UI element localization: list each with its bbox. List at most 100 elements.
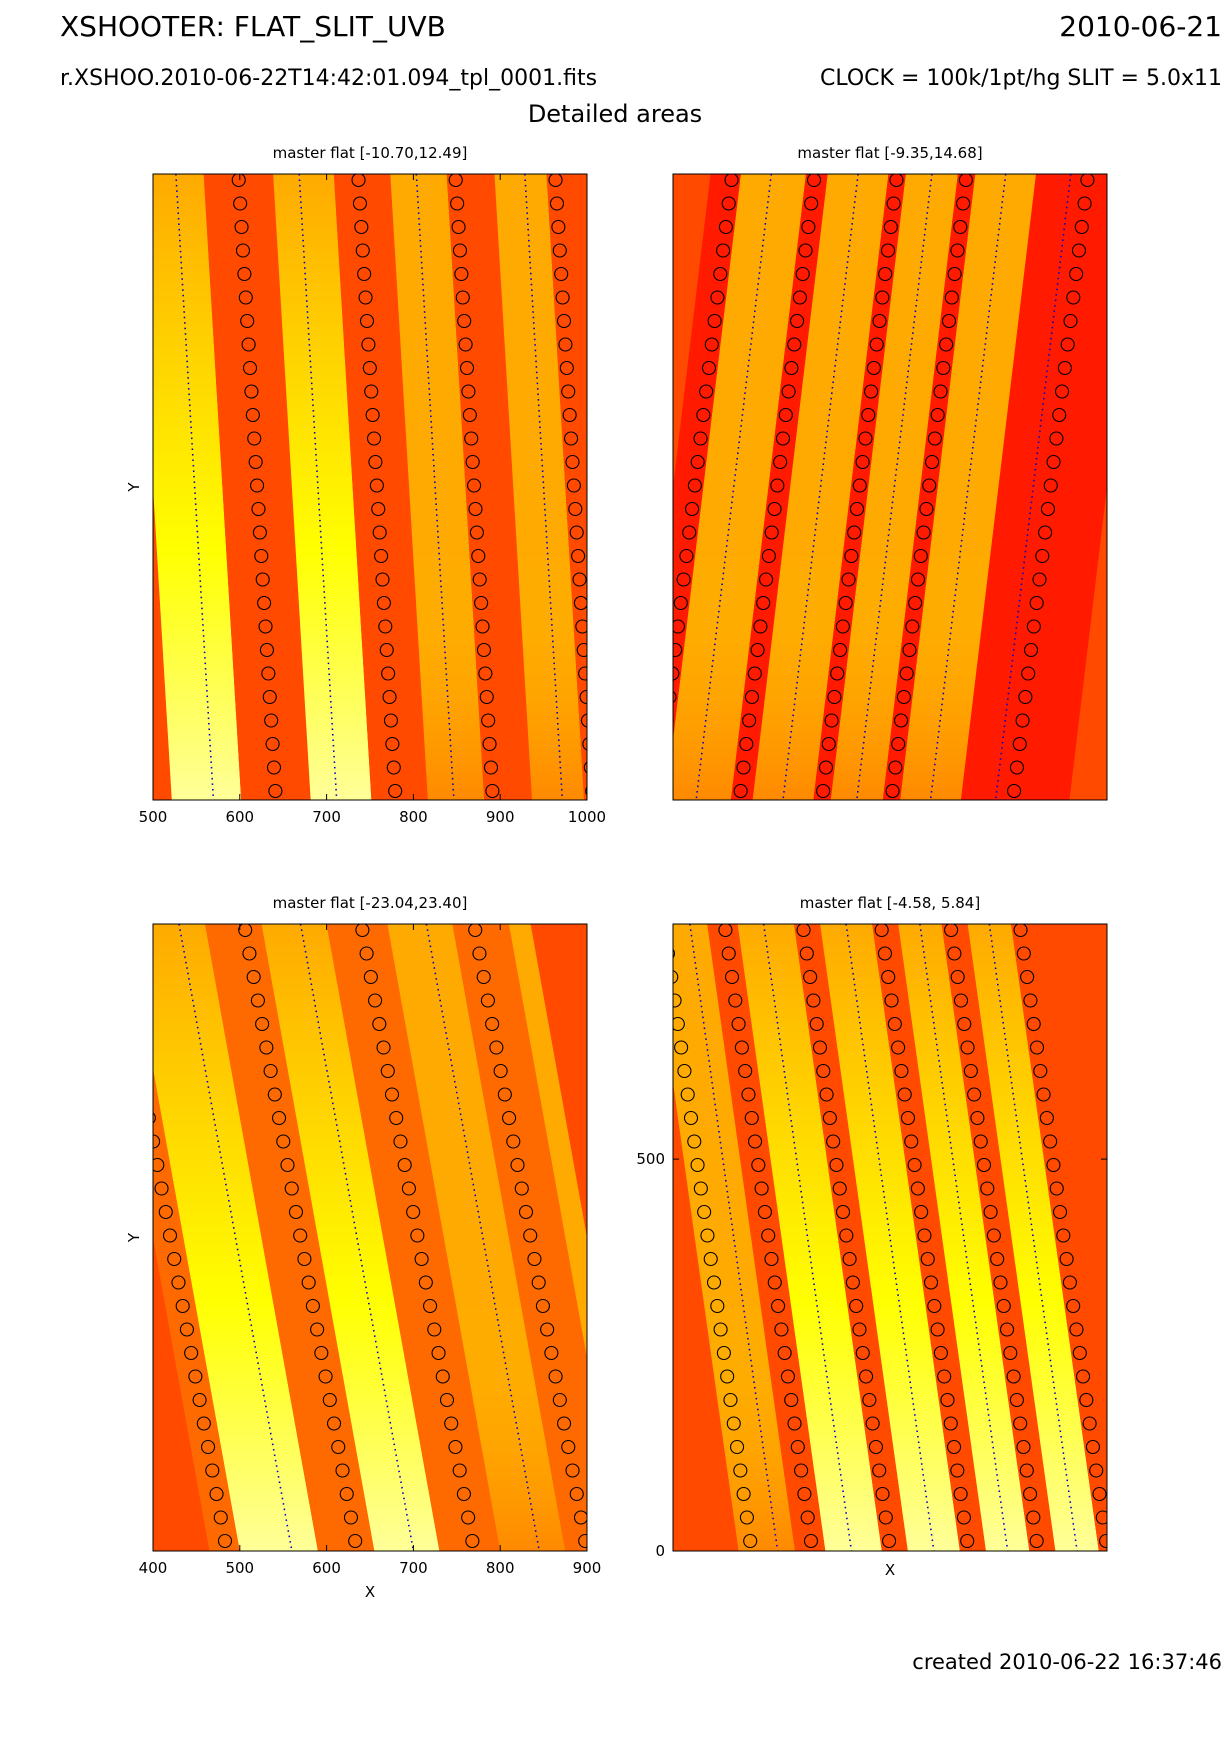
edge-marker-circle [481, 713, 496, 728]
edge-marker-circle [414, 1251, 429, 1267]
edge-marker-circle [240, 313, 255, 329]
edge-marker-circle [233, 196, 248, 211]
heatmap-area [153, 174, 587, 800]
edge-marker-circle [957, 1016, 972, 1032]
edge-marker-circle [1060, 337, 1075, 352]
heatmap-stripe [546, 174, 587, 800]
edge-marker-circle [1006, 1369, 1021, 1384]
edge-marker-circle [462, 407, 477, 423]
edge-marker-circle [184, 1345, 199, 1361]
heatmap-stripe [508, 924, 587, 1359]
edge-marker-circle [718, 219, 733, 235]
heatmap-stripe [452, 924, 587, 1551]
edge-marker-circle [716, 1345, 731, 1361]
edge-marker-circle [465, 454, 480, 470]
edge-marker-circle [1076, 1369, 1091, 1384]
edge-marker-circle [175, 1298, 190, 1314]
edge-marker-circle [891, 1040, 906, 1055]
edge-marker-circle [335, 1463, 350, 1478]
edge-marker-circle [255, 572, 270, 587]
edge-marker-circle [756, 595, 771, 611]
edge-marker-circle [806, 993, 821, 1008]
edge-marker-circle [485, 1016, 500, 1032]
edge-marker-circle [878, 266, 893, 282]
edge-marker-circle [381, 666, 396, 681]
edge-marker-circle [658, 924, 671, 937]
edge-marker-circle [884, 993, 899, 1008]
edge-marker-circle [849, 501, 865, 517]
edge-marker-circle [710, 290, 725, 305]
edge-marker-circle [366, 431, 382, 446]
edge-marker-circle [927, 431, 942, 446]
edge-marker-circle [448, 174, 463, 188]
edge-marker-circle [456, 1486, 471, 1502]
edge-marker-circle [362, 360, 377, 376]
edge-marker-circle [578, 666, 587, 681]
edge-marker-circle [435, 1369, 450, 1384]
edge-marker-circle [812, 1040, 828, 1055]
edge-marker-circle [673, 619, 686, 634]
edge-marker-circle [852, 1322, 867, 1337]
edge-marker-circle [826, 1134, 841, 1149]
edge-marker-circle [461, 384, 476, 399]
edge-marker-circle [479, 689, 494, 705]
edge-marker-circle [887, 1016, 902, 1032]
edge-marker-circle [261, 666, 276, 681]
edge-marker-circle [747, 1134, 763, 1149]
edge-marker-circle [361, 337, 376, 352]
order-trace-dotted-line [524, 174, 564, 800]
edge-marker-circle [565, 1463, 580, 1478]
edge-marker-circle [930, 407, 945, 423]
edge-marker-circle [448, 1439, 463, 1455]
edge-marker-circle [1015, 713, 1030, 728]
edge-marker-circle [759, 572, 774, 587]
edge-marker-circle [787, 337, 802, 352]
edge-marker-circle [902, 642, 917, 658]
edge-marker-circle [947, 946, 962, 961]
edge-marker-circle [572, 572, 587, 587]
edge-marker-circle [331, 1439, 346, 1455]
edge-marker-circle [882, 1533, 897, 1549]
heatmap-stripe [494, 174, 585, 800]
panel-title: master flat [-10.70,12.49] [273, 144, 468, 162]
edge-marker-circle [855, 454, 870, 470]
edge-marker-circle [894, 1063, 909, 1079]
edge-marker-circle [352, 196, 367, 211]
plot-frame [152, 923, 588, 1552]
edge-marker-circle [833, 642, 848, 658]
edge-marker-circle [673, 595, 688, 611]
edge-marker-circle [514, 1181, 529, 1196]
edge-marker-circle [976, 1157, 992, 1173]
edge-marker-circle [418, 1275, 433, 1290]
edge-marker-circle [956, 1510, 971, 1525]
heatmap-stripe [737, 924, 882, 1551]
edge-marker-circle [271, 1110, 287, 1126]
edge-marker-circle [1003, 1345, 1018, 1361]
edge-marker-circle [109, 924, 122, 937]
edge-marker-circle [250, 478, 265, 493]
edge-marker-circle [1063, 313, 1078, 329]
x-tick-label: 1000 [568, 808, 606, 826]
edge-marker-circle [125, 1018, 138, 1031]
edge-marker-circle [716, 243, 731, 258]
edge-marker-circle [784, 360, 799, 376]
edge-marker-circle [881, 969, 896, 985]
heatmap-stripe [813, 174, 906, 800]
edge-marker-circle [983, 1204, 998, 1220]
edge-marker-circle [990, 1251, 1005, 1267]
edge-marker-circle [704, 337, 719, 352]
edge-marker-circle [234, 219, 249, 235]
edge-marker-circle [944, 290, 959, 305]
edge-marker-circle [819, 1087, 834, 1102]
heatmap-stripe [707, 924, 826, 1551]
edge-marker-circle [1054, 384, 1070, 399]
edge-marker-circle [655, 761, 668, 774]
edge-marker-circle [241, 337, 256, 352]
edge-marker-circle [1066, 1298, 1081, 1314]
observation-date: 2010-06-21 [1059, 10, 1222, 43]
edge-marker-circle [427, 1322, 442, 1337]
edge-marker-circle [731, 1016, 746, 1032]
edge-marker-circle [751, 1157, 766, 1173]
edge-marker-circle [1026, 1510, 1041, 1525]
